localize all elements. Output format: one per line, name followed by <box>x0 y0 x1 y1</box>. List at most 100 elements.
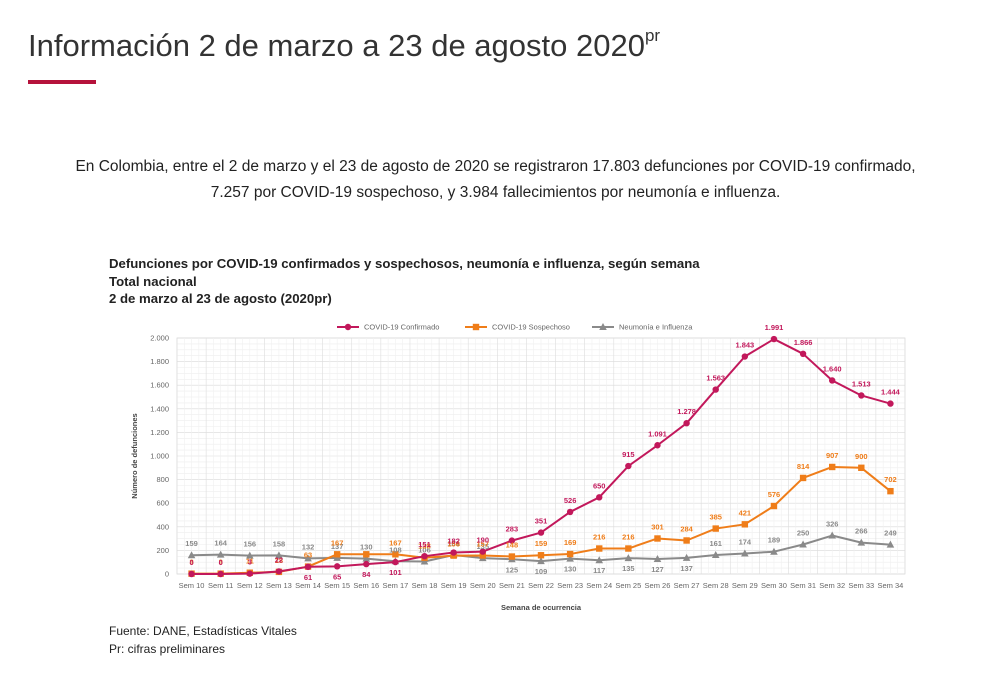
pneumonia-point <box>682 553 691 561</box>
x-tick-label: Sem 14 <box>295 581 321 590</box>
suspected-data-label: 169 <box>564 538 577 547</box>
confirmed-data-label: 1.563 <box>706 374 725 383</box>
suspected-data-label: 385 <box>709 513 722 522</box>
confirmed-data-label: 84 <box>362 570 371 579</box>
pneumonia-data-label: 161 <box>709 539 722 548</box>
suspected-legend-point <box>472 323 480 331</box>
x-tick-label: Sem 26 <box>645 581 671 590</box>
confirmed-data-label: 101 <box>389 568 402 577</box>
confirmed-point <box>188 570 195 578</box>
pneumonia-data-label: 130 <box>360 543 373 552</box>
confirmed-point <box>217 570 224 578</box>
pneumonia-data-label: 159 <box>185 539 198 548</box>
confirmed-data-label: 1.991 <box>765 323 784 332</box>
suspected-data-label: 216 <box>593 533 606 542</box>
confirmed-data-label: 1.513 <box>852 379 871 388</box>
y-tick-label: 800 <box>156 475 169 484</box>
suspected-data-label: 3 <box>189 558 193 567</box>
confirmed-point <box>596 494 603 501</box>
pneumonia-data-label: 108 <box>389 545 402 554</box>
pneumonia-data-label: 132 <box>302 542 315 551</box>
confirmed-point <box>304 563 312 571</box>
y-tick-label: 1.400 <box>150 404 169 413</box>
suspected-data-label: 167 <box>331 538 344 547</box>
confirmed-point <box>858 392 865 399</box>
y-tick-label: 2.000 <box>150 334 169 343</box>
pneumonia-legend-point <box>599 323 607 330</box>
suspected-data-label: 814 <box>797 462 810 471</box>
pneumonia-data-label: 109 <box>535 567 548 576</box>
deaths-line-chart: 0 200 400 600 800 1.000 1.200 1.400 1.600 1.800 2.… <box>130 323 906 612</box>
confirmed-data-label: 182 <box>447 537 460 546</box>
pneumonia-point <box>770 547 778 555</box>
pneumonia-point <box>857 538 866 546</box>
pneumonia-legend-label: Neumonía e Influenza <box>619 323 693 332</box>
suspected-data-label: 159 <box>535 539 548 548</box>
suspected-data-label: 3 <box>219 558 223 567</box>
suspected-data-label: 576 <box>768 490 781 499</box>
x-axis-title: Semana de ocurrencia <box>501 603 582 612</box>
title-underline <box>28 80 96 84</box>
suspected-legend-item <box>465 323 487 331</box>
confirmed-data-label: 915 <box>622 450 635 459</box>
pneumonia-data-label: 161 <box>447 539 460 548</box>
pneumonia-data-label: 127 <box>651 565 664 574</box>
gridlines <box>176 337 906 575</box>
y-tick-label: 600 <box>156 499 169 508</box>
pneumonia-data-label: 156 <box>244 540 257 549</box>
suspected-data-label: 301 <box>651 522 664 531</box>
confirmed-point <box>654 442 661 449</box>
suspected-data-label: 216 <box>622 533 635 542</box>
pneumonia-point <box>304 554 312 562</box>
suspected-point <box>508 553 516 560</box>
confirmed-point <box>712 386 719 393</box>
pneumonia-data-label: 117 <box>593 566 605 575</box>
pneumonia-data-label: 135 <box>477 542 490 551</box>
pneumonia-point <box>799 540 807 548</box>
pneumonia-point <box>420 557 429 565</box>
x-tick-label: Sem 18 <box>412 581 438 590</box>
confirmed-point <box>741 353 749 360</box>
confirmed-point <box>770 335 778 343</box>
confirmed-data-label: 1.091 <box>648 429 667 438</box>
y-tick-label: 1.800 <box>150 357 169 366</box>
suspected-data-label: 11 <box>246 557 254 566</box>
x-tick-label: Sem 28 <box>703 581 729 590</box>
x-tick-label: Sem 25 <box>615 581 641 590</box>
suspected-point <box>363 551 370 558</box>
confirmed-point <box>421 552 428 560</box>
suspected-data-label: 900 <box>855 452 868 461</box>
confirmed-point <box>887 400 894 407</box>
suspected-point <box>712 525 719 532</box>
pneumonia-point <box>886 540 895 548</box>
intro-line-1: En Colombia, entre el 2 de marzo y el 23… <box>75 158 916 175</box>
confirmed-data-label: 283 <box>506 525 519 534</box>
chart-title: Defunciones por COVID-19 confirmados y s… <box>109 256 700 271</box>
x-tick-label: Sem 12 <box>237 581 263 590</box>
suspected-point <box>654 535 661 542</box>
x-tick-label: Sem 30 <box>761 581 787 590</box>
confirmed-point <box>333 563 341 570</box>
chart-heading: Defunciones por COVID-19 confirmados y s… <box>109 255 700 308</box>
confirmed-data-label: 3 <box>248 558 252 567</box>
confirmed-point <box>566 508 574 516</box>
x-tick-label: Sem 29 <box>732 581 758 590</box>
y-axis-title: Número de defunciones <box>130 413 139 498</box>
x-tick-label: Sem 15 <box>324 581 350 590</box>
x-tick-label: Sem 16 <box>353 581 379 590</box>
confirmed-point <box>625 462 632 470</box>
pneumonia-data-label: 250 <box>797 529 810 538</box>
pneumonia-data-label: 189 <box>768 536 781 545</box>
x-tick-label: Sem 27 <box>674 581 700 590</box>
source-note: Fuente: DANE, Estadísticas Vitales Pr: c… <box>109 622 297 658</box>
pneumonia-point <box>246 551 254 559</box>
pneumonia-data-label: 106 <box>418 545 431 554</box>
pneumonia-data-label: 137 <box>331 542 344 551</box>
confirmed-data-label: 22 <box>275 555 283 564</box>
pneumonia-data-label: 135 <box>622 564 635 573</box>
pneumonia-point <box>566 554 574 562</box>
suspected-data-label: 702 <box>884 475 897 484</box>
chart-subtitle: Total nacional <box>109 273 197 289</box>
chart-period: 2 de marzo al 23 de agosto (2020pr) <box>109 291 332 306</box>
confirmed-data-label: 1.640 <box>823 364 842 373</box>
